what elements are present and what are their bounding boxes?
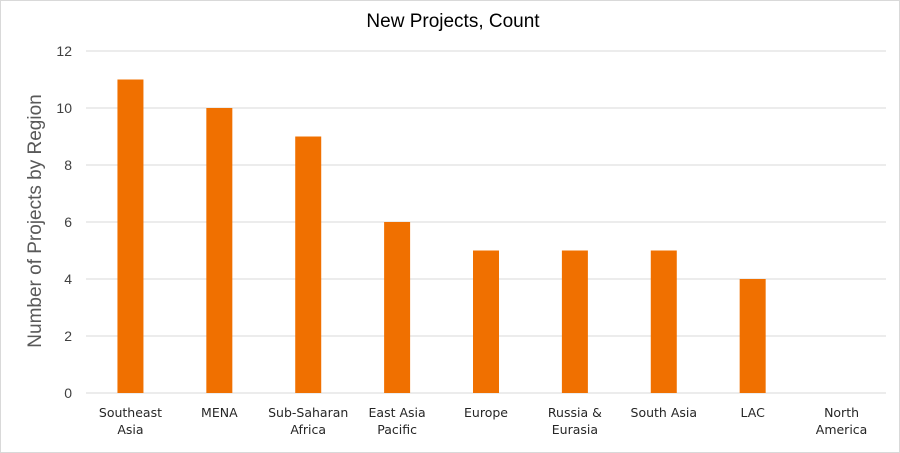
x-tick-label: Asia — [117, 422, 143, 437]
x-tick-label: North — [824, 405, 859, 420]
chart-title: New Projects, Count — [366, 11, 540, 32]
bar — [295, 136, 322, 393]
y-axis-label: Number of Projects by Region — [25, 94, 46, 347]
bar — [117, 79, 144, 393]
x-tick-label: Europe — [464, 405, 508, 420]
x-tick-label: Eurasia — [552, 422, 598, 437]
bar — [739, 279, 766, 393]
x-tick-label: South Asia — [631, 405, 698, 420]
x-tick-label: Africa — [290, 422, 326, 437]
y-tick-label: 12 — [56, 43, 72, 59]
bar — [206, 108, 233, 393]
x-tick-label: America — [816, 422, 868, 437]
x-tick-label: East Asia — [369, 405, 426, 420]
x-tick-label: LAC — [741, 405, 766, 420]
x-tick-label: Russia & — [548, 405, 602, 420]
y-tick-label: 8 — [64, 157, 72, 173]
bar — [650, 250, 677, 393]
y-tick-label: 6 — [64, 214, 72, 230]
y-tick-label: 4 — [64, 271, 72, 287]
bar — [473, 250, 499, 393]
y-tick-label: 0 — [64, 385, 72, 401]
x-tick-label: MENA — [201, 405, 238, 420]
x-tick-label: Sub-Saharan — [268, 405, 348, 420]
bar — [384, 222, 411, 393]
y-axis-ticks: 0 2 4 6 8 10 12 — [56, 43, 72, 401]
bars — [117, 79, 766, 393]
x-axis-ticks: Southeast Asia MENA Sub-Saharan Africa East A… — [99, 405, 867, 437]
x-tick-label: Pacific — [377, 422, 417, 437]
y-tick-label: 2 — [64, 328, 72, 344]
bar — [561, 250, 588, 393]
y-tick-label: 10 — [56, 100, 72, 116]
x-tick-label: Southeast — [99, 405, 162, 420]
